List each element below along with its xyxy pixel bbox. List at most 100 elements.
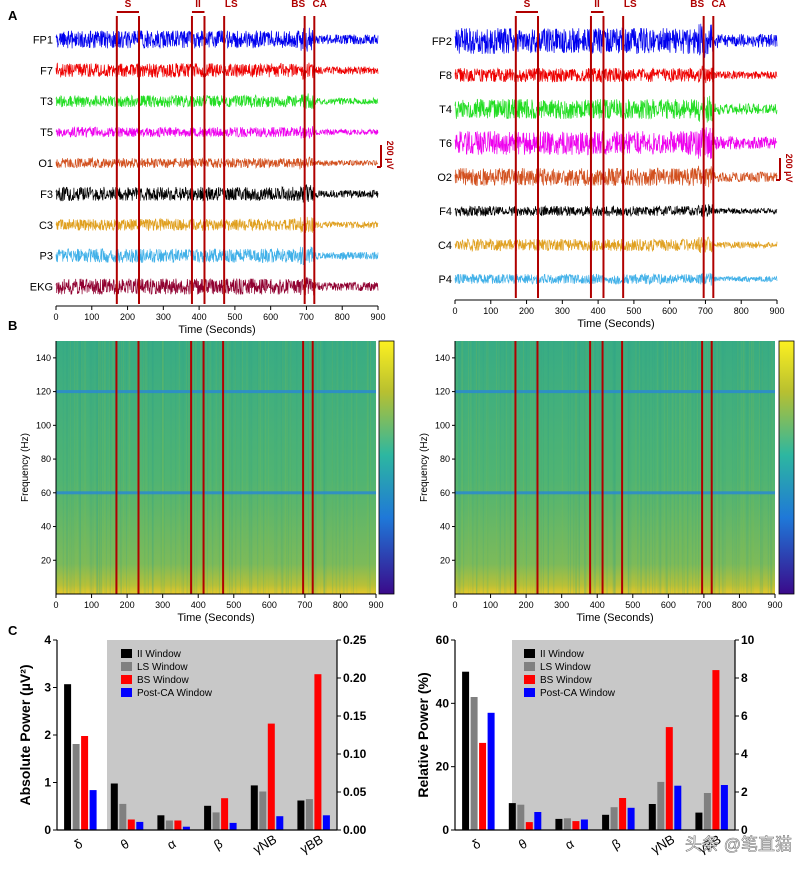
spectrogram-texture (227, 341, 229, 594)
spectrogram-texture (759, 341, 761, 594)
trace-f8 (454, 65, 778, 84)
spectrogram-texture (594, 341, 596, 594)
spectrogram-texture (242, 341, 243, 594)
spectrogram-texture (97, 341, 99, 594)
channel-label-f4: F4 (439, 206, 452, 218)
spectrogram-texture (56, 341, 58, 594)
y2-tick-label: 0.25 (343, 633, 367, 647)
legend-swatch-0 (524, 649, 535, 658)
channel-label-p4: P4 (439, 274, 452, 286)
colorbar (778, 340, 795, 595)
trace-f3 (55, 184, 379, 203)
spectrogram-texture (672, 341, 674, 594)
spectrogram-texture (276, 341, 278, 594)
trace-fp1 (55, 27, 379, 52)
x-tick-label: 800 (333, 600, 348, 610)
x-tick-label: 300 (555, 306, 570, 316)
spectrogram-texture (476, 341, 478, 594)
spectrogram-texture (737, 341, 739, 594)
spectrogram-texture (606, 341, 608, 594)
bar-ls-3 (212, 812, 220, 830)
spectrogram-texture (194, 341, 196, 594)
spectrogram-texture (751, 341, 753, 594)
spectrogram-texture (613, 341, 615, 594)
spectrogram-texture (578, 341, 580, 594)
channel-label-f7: F7 (40, 65, 53, 77)
spectrogram-texture (231, 341, 233, 594)
spectrogram-texture (505, 341, 507, 594)
legend-swatch-2 (121, 675, 132, 684)
event-label-ca: CA (312, 0, 326, 10)
channel-label-f3: F3 (40, 189, 53, 201)
spectrogram-texture (740, 341, 742, 594)
channel-label-c4: C4 (438, 240, 452, 252)
spectrogram-texture (263, 341, 265, 594)
spectrogram-texture (718, 341, 720, 594)
spectrogram-texture (518, 341, 520, 594)
x-tick-label: 900 (767, 600, 782, 610)
trace-f4 (454, 204, 778, 218)
bar-ii-0 (64, 684, 72, 830)
spectrogram-texture (472, 341, 474, 594)
spectrogram-texture (675, 341, 677, 594)
spectrogram-texture (457, 341, 459, 594)
trace-p3 (55, 246, 379, 266)
spectrogram-texture (229, 341, 231, 594)
spectrogram-texture (573, 341, 575, 594)
spectrogram-texture (119, 341, 121, 594)
spectrogram-texture (719, 341, 721, 594)
x-tick-label: 200 (120, 600, 135, 610)
spectrogram-texture (99, 341, 100, 594)
bar-ii-1 (110, 783, 118, 830)
spectrogram-texture (681, 341, 683, 594)
spectrogram-texture (346, 341, 348, 594)
legend-swatch-3 (524, 688, 535, 697)
spectrogram-texture (584, 341, 586, 594)
spectrogram-texture (234, 341, 236, 594)
y-tick-label: 20 (41, 555, 51, 565)
trace-p4 (454, 272, 778, 286)
spectrogram-texture (274, 341, 276, 594)
colorbar (378, 340, 395, 595)
spectrogram-texture (585, 341, 587, 594)
y-axis-title: Frequency (Hz) (20, 433, 31, 502)
spectrogram-texture (487, 341, 489, 594)
spectrogram-texture (290, 341, 292, 594)
scale-bar-label: 200 µV (784, 154, 794, 183)
y2-tick-label: 0.15 (343, 709, 367, 723)
bar-bs-4 (267, 723, 275, 830)
spectrogram-texture (170, 341, 172, 594)
x-tick-label: 200 (120, 312, 135, 322)
x-tick-label: 100 (84, 312, 99, 322)
spectrogram-texture (665, 341, 667, 594)
x-tick-label: 700 (696, 600, 711, 610)
spectrogram-texture (686, 341, 688, 594)
x-tick-label: 800 (335, 312, 350, 322)
spectrogram-texture (218, 341, 220, 594)
event-label-bs: BS (690, 0, 704, 10)
category-label: γBB (297, 832, 325, 857)
spectrogram-texture (282, 341, 284, 594)
spectrogram-texture (163, 341, 164, 594)
spectrogram-texture (189, 341, 191, 594)
spectrogram-texture (575, 341, 577, 594)
spectrogram-texture (517, 341, 519, 594)
spectrogram-texture (658, 341, 660, 594)
spectrogram-texture (504, 341, 506, 594)
spectrogram-texture (487, 341, 489, 594)
bar-bs-4 (665, 727, 673, 830)
channel-label-f8: F8 (439, 70, 452, 82)
spectrogram-texture (684, 341, 686, 594)
y2-tick-label: 4 (741, 747, 748, 761)
y2-tick-label: 0.10 (343, 747, 367, 761)
spectrogram-texture (323, 341, 325, 594)
spectrogram-texture (178, 341, 180, 594)
bar-post-ca-3 (229, 822, 237, 830)
x-tick-label: 300 (156, 312, 171, 322)
legend-swatch-2 (524, 675, 535, 684)
x-tick-label: 800 (734, 306, 749, 316)
spectrogram-texture (259, 341, 261, 594)
spectrogram-texture (468, 341, 469, 594)
x-tick-label: 100 (84, 600, 99, 610)
spectrogram-texture (738, 341, 740, 594)
